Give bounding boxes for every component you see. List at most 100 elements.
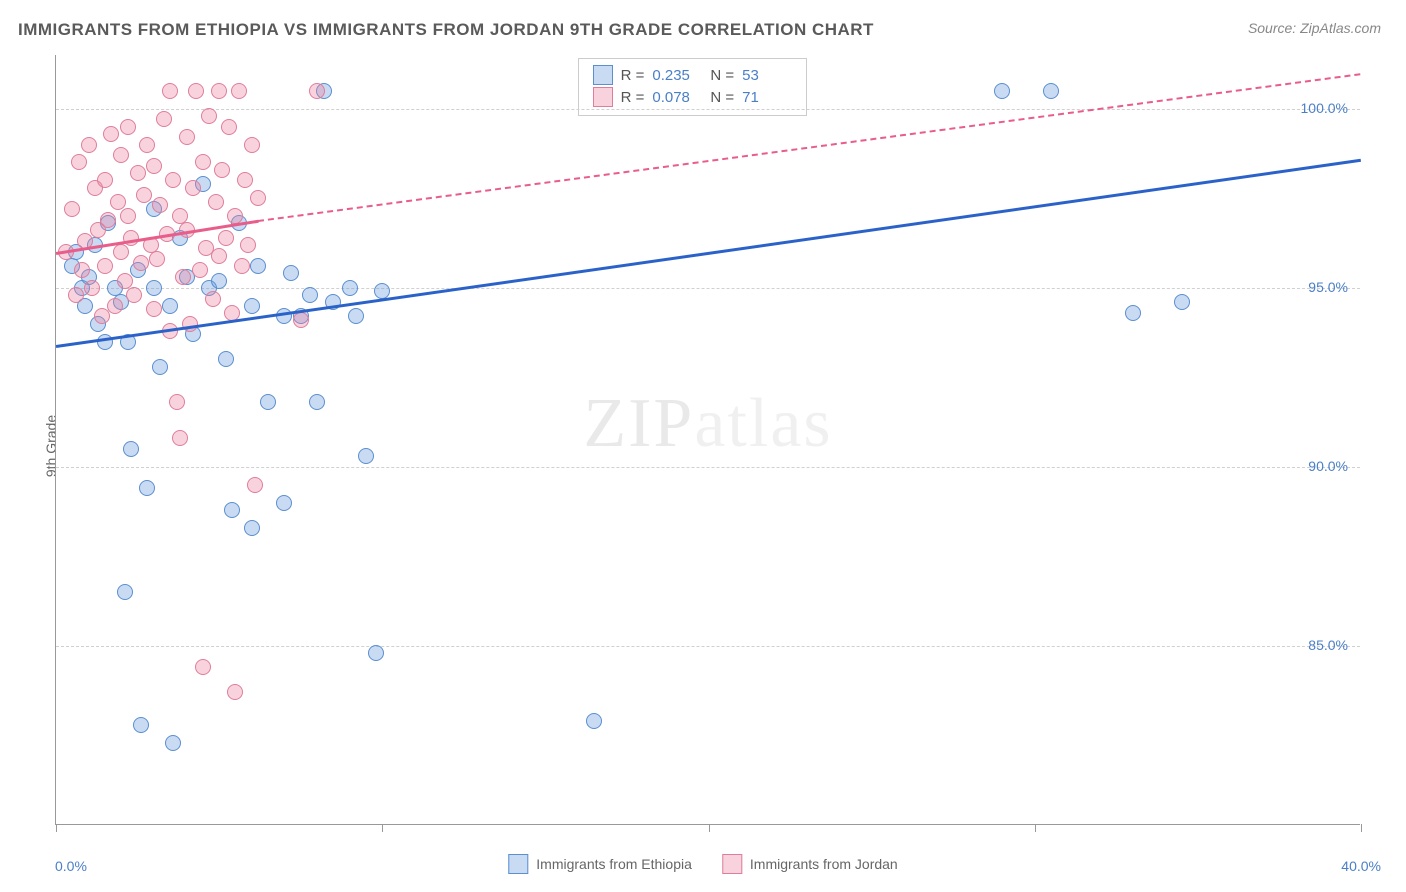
scatter-point — [211, 273, 227, 289]
y-tick-label: 90.0% — [1308, 458, 1348, 474]
y-tick-label: 100.0% — [1301, 100, 1348, 116]
scatter-point — [130, 165, 146, 181]
scatter-point — [162, 83, 178, 99]
scatter-point — [1174, 294, 1190, 310]
scatter-point — [221, 119, 237, 135]
scatter-point — [71, 154, 87, 170]
x-tick — [1361, 824, 1362, 832]
scatter-point — [136, 187, 152, 203]
gridline — [56, 288, 1360, 289]
scatter-point — [97, 258, 113, 274]
scatter-point — [172, 430, 188, 446]
scatter-point — [994, 83, 1010, 99]
legend-item: Immigrants from Ethiopia — [508, 854, 692, 874]
scatter-point — [94, 308, 110, 324]
scatter-point — [218, 351, 234, 367]
watermark-bold: ZIP — [583, 385, 694, 462]
legend-swatch — [508, 854, 528, 874]
legend-item: Immigrants from Jordan — [722, 854, 898, 874]
scatter-point — [117, 584, 133, 600]
scatter-point — [244, 520, 260, 536]
scatter-point — [309, 394, 325, 410]
scatter-point — [234, 258, 250, 274]
scatter-point — [139, 137, 155, 153]
scatter-point — [126, 287, 142, 303]
scatter-point — [247, 477, 263, 493]
scatter-point — [175, 269, 191, 285]
scatter-point — [192, 262, 208, 278]
y-tick-label: 85.0% — [1308, 637, 1348, 653]
gridline — [56, 109, 1360, 110]
legend-label: Immigrants from Ethiopia — [536, 856, 692, 872]
watermark: ZIPatlas — [583, 384, 832, 464]
scatter-point — [117, 273, 133, 289]
scatter-point — [68, 287, 84, 303]
scatter-point — [586, 713, 602, 729]
scatter-point — [100, 212, 116, 228]
x-tick — [709, 824, 710, 832]
scatter-point — [133, 717, 149, 733]
correlation-legend: R =0.235 N =53 R =0.078 N =71 — [578, 58, 808, 116]
gridline — [56, 467, 1360, 468]
scatter-point — [139, 480, 155, 496]
scatter-point — [250, 190, 266, 206]
scatter-point — [368, 645, 384, 661]
scatter-point — [1125, 305, 1141, 321]
scatter-point — [227, 684, 243, 700]
scatter-point — [146, 158, 162, 174]
scatter-point — [152, 197, 168, 213]
x-tick — [56, 824, 57, 832]
r-label: R = — [621, 89, 645, 106]
scatter-point — [123, 441, 139, 457]
scatter-point — [195, 659, 211, 675]
scatter-point — [146, 280, 162, 296]
scatter-point — [113, 244, 129, 260]
scatter-point — [107, 298, 123, 314]
scatter-point — [81, 137, 97, 153]
scatter-point — [1043, 83, 1059, 99]
n-label: N = — [710, 67, 734, 84]
scatter-point — [276, 495, 292, 511]
scatter-point — [97, 172, 113, 188]
watermark-light: atlas — [694, 385, 832, 462]
scatter-point — [120, 208, 136, 224]
scatter-point — [348, 308, 364, 324]
scatter-point — [201, 108, 217, 124]
scatter-point — [179, 129, 195, 145]
r-label: R = — [621, 67, 645, 84]
y-tick-label: 95.0% — [1308, 279, 1348, 295]
source-attribution: Source: ZipAtlas.com — [1248, 20, 1381, 36]
scatter-point — [302, 287, 318, 303]
scatter-point — [342, 280, 358, 296]
x-tick-label: 40.0% — [1341, 858, 1381, 874]
series-legend: Immigrants from Ethiopia Immigrants from … — [508, 854, 897, 874]
legend-swatch — [593, 65, 613, 85]
x-tick — [382, 824, 383, 832]
scatter-point — [224, 502, 240, 518]
scatter-point — [218, 230, 234, 246]
scatter-point — [162, 298, 178, 314]
scatter-point — [283, 265, 299, 281]
scatter-point — [231, 83, 247, 99]
scatter-point — [244, 137, 260, 153]
scatter-point — [103, 126, 119, 142]
legend-swatch — [722, 854, 742, 874]
scatter-point — [149, 251, 165, 267]
n-value: 71 — [742, 89, 792, 106]
scatter-point — [165, 735, 181, 751]
scatter-point — [84, 280, 100, 296]
scatter-point — [146, 301, 162, 317]
scatter-point — [237, 172, 253, 188]
scatter-point — [260, 394, 276, 410]
chart-title: IMMIGRANTS FROM ETHIOPIA VS IMMIGRANTS F… — [18, 20, 874, 40]
n-value: 53 — [742, 67, 792, 84]
trend-line — [56, 159, 1361, 348]
scatter-point — [113, 147, 129, 163]
scatter-point — [358, 448, 374, 464]
legend-label: Immigrants from Jordan — [750, 856, 898, 872]
scatter-point — [120, 119, 136, 135]
scatter-point — [211, 83, 227, 99]
scatter-point — [240, 237, 256, 253]
scatter-point — [250, 258, 266, 274]
scatter-point — [152, 359, 168, 375]
